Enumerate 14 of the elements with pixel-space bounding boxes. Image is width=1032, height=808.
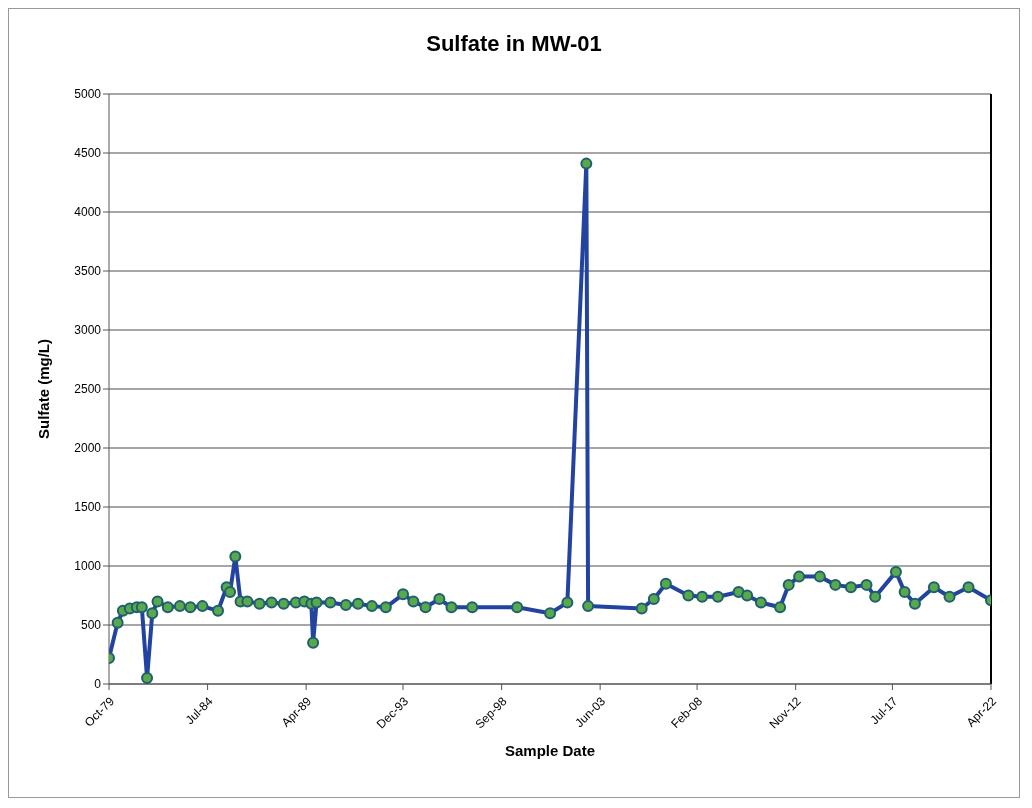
- y-tick-label: 5000: [74, 87, 102, 102]
- chart-title: Sulfate in MW-01: [425, 31, 603, 57]
- y-tick-label: 4500: [74, 146, 102, 161]
- y-tick-label: 0: [94, 677, 102, 692]
- y-tick-label: 1000: [74, 559, 102, 574]
- x-axis-title: Sample Date: [504, 742, 596, 759]
- y-tick-label: 2000: [74, 441, 102, 456]
- y-tick-label: 1500: [74, 500, 102, 515]
- y-tick-label: 2500: [74, 382, 102, 397]
- y-tick-label: 3500: [74, 264, 102, 279]
- y-tick-label: 500: [80, 618, 102, 633]
- y-axis-title: Sulfate (mg/L): [35, 339, 53, 439]
- y-tick-label: 4000: [74, 205, 102, 220]
- y-tick-label: 3000: [74, 323, 102, 338]
